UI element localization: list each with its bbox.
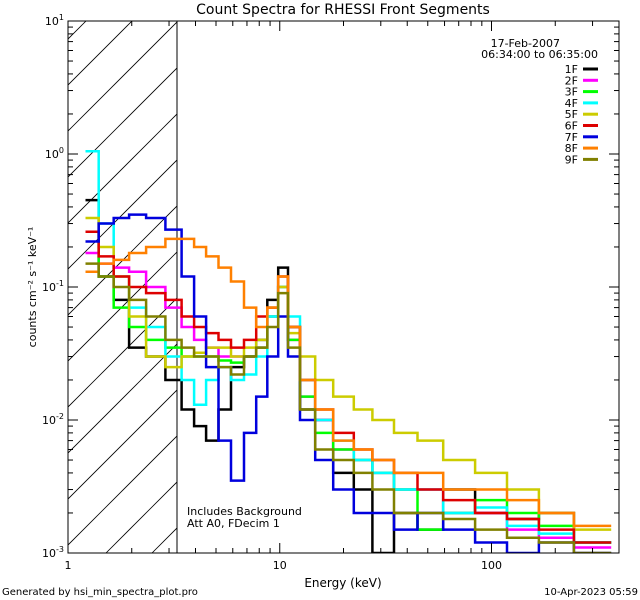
hatch-line [68, 389, 177, 500]
x-axis-label: Energy (keV) [304, 576, 381, 590]
annotation-background: Includes Background [187, 505, 302, 518]
y-tick-label: 101 [45, 13, 64, 28]
time-range-label: 06:34:00 to 06:35:00 [481, 48, 598, 61]
hatch-line [68, 67, 177, 178]
series-line-9F [85, 262, 612, 553]
axes: 1 10 100 101 100 10-1 10-2 10-3 [42, 13, 619, 572]
legend-label-6F: 6F [565, 120, 578, 133]
hatch-line [68, 21, 177, 132]
hatch-line [68, 21, 133, 86]
x-tick-label: 10 [273, 559, 287, 572]
date-label: 17-Feb-2007 [491, 37, 560, 50]
annotation-attenuator: Att A0, FDecim 1 [187, 517, 280, 530]
x-tick-label: 100 [481, 559, 502, 572]
hatch-line [68, 297, 177, 408]
series-line-7F [85, 213, 612, 553]
series-group [85, 149, 612, 553]
footer-generated: Generated by hsi_min_spectra_plot.pro [2, 587, 198, 598]
legend-label-7F: 7F [565, 131, 578, 144]
legend-label-1F: 1F [565, 63, 578, 76]
hatch-line [68, 205, 177, 316]
legend-label-4F: 4F [565, 97, 578, 110]
hatch-line [68, 251, 177, 362]
legend-label-5F: 5F [565, 108, 578, 121]
series-line-8F [85, 237, 612, 528]
legend-label-9F: 9F [565, 153, 578, 166]
x-tick-label: 1 [65, 559, 72, 572]
hatch-line [68, 159, 177, 270]
legend-label-2F: 2F [565, 74, 578, 87]
hatch-line [68, 435, 177, 546]
hatch-line [68, 343, 177, 454]
footer-timestamp: 10-Apr-2023 05:59 [544, 587, 638, 598]
y-axis-label: counts cm⁻² s⁻¹ keV⁻¹ [26, 227, 39, 348]
hatch-line [68, 113, 177, 224]
chart-title: Count Spectra for RHESSI Front Segments [196, 2, 490, 18]
legend-label-3F: 3F [565, 86, 578, 99]
y-tick-label: 10-3 [42, 545, 64, 560]
series-line-6F [85, 230, 612, 544]
y-tick-label: 10-2 [42, 412, 64, 427]
hatched-region [68, 21, 177, 553]
y-tick-label: 10-1 [42, 279, 64, 294]
series-line-4F [85, 149, 612, 544]
y-tick-label: 100 [45, 146, 64, 161]
series-line-3F [85, 230, 612, 544]
legend-label-8F: 8F [565, 142, 578, 155]
